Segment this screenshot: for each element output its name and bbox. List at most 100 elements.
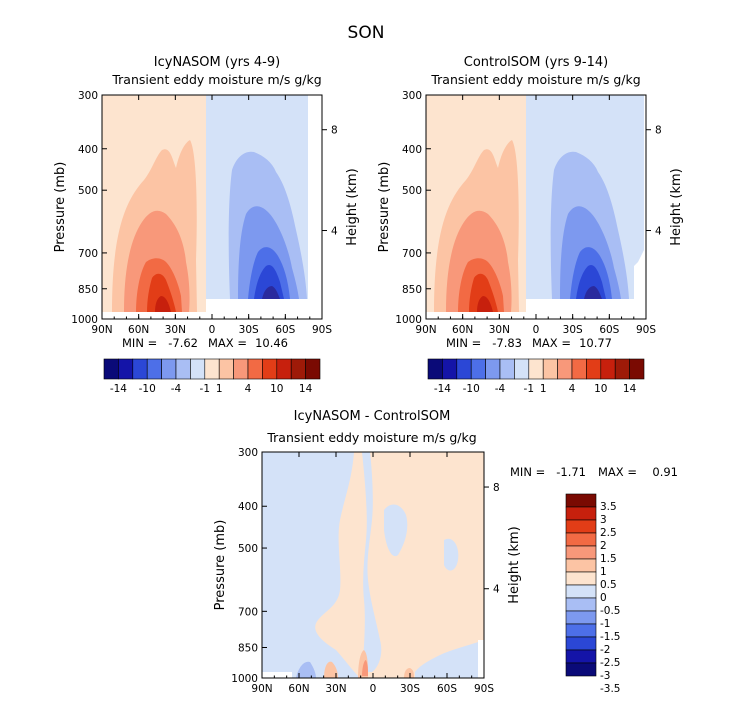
colorbar-label: -1: [524, 383, 534, 395]
x-tick-label: 30N: [165, 324, 186, 336]
colorbar-label: -4: [495, 383, 506, 395]
colorbar-swatch: [565, 493, 597, 508]
panel-icynasom: IcyNASOM (yrs 4-9) Transient eddy moistu…: [101, 55, 323, 320]
y2-axis-label: Height (km): [507, 526, 522, 603]
colorbar-label: -10: [139, 383, 156, 395]
below-ground: [262, 672, 292, 678]
colorbar-label: -10: [463, 383, 480, 395]
colorbar-label: 3.5: [600, 501, 617, 513]
x-tick-label: 90S: [474, 683, 494, 695]
colorbar-label: -3: [600, 670, 610, 682]
panel-subtitle: Transient eddy moisture m/s g/kg: [111, 72, 321, 87]
colorbar-label: -1: [600, 618, 610, 630]
y-tick-label: 400: [402, 144, 422, 156]
min-label: MIN =: [446, 336, 481, 350]
y-tick-label: 300: [402, 90, 422, 102]
colorbar-swatch: [161, 358, 177, 380]
x-tick-label: 30S: [563, 324, 583, 336]
colorbar-swatch: [565, 623, 597, 638]
contour-neg-0d: [444, 538, 459, 571]
below-ground: [526, 299, 634, 319]
x-tick-label: 30S: [239, 324, 259, 336]
below-ground: [102, 312, 206, 319]
x-tick-label: 90S: [312, 324, 332, 336]
y2-tick-label: 8: [331, 125, 338, 137]
colorbar-label: 2.5: [600, 527, 617, 539]
x-tick-label: 60N: [288, 683, 309, 695]
x-tick-label: 30N: [489, 324, 510, 336]
colorbar-label: 14: [299, 383, 313, 395]
colorbar-label: 0.5: [600, 579, 617, 591]
contour-field: [262, 452, 484, 678]
colorbar-swatch: [442, 358, 458, 380]
y2-axis-label: Height (km): [345, 168, 360, 245]
colorbar-label: 2: [600, 540, 607, 552]
y-tick-label: 500: [238, 543, 258, 555]
y2-axis-label: Height (km): [669, 168, 684, 245]
colorbar-swatch: [565, 597, 597, 612]
panel-subtitle: Transient eddy moisture m/s g/kg: [430, 72, 640, 87]
panel-difference: IcyNASOM - ControlSOM Transient eddy moi…: [261, 409, 678, 679]
colorbar-swatch: [456, 358, 472, 380]
colorbar-label: 14: [623, 383, 637, 395]
panel-title: IcyNASOM - ControlSOM: [294, 409, 451, 424]
x-tick-label: 90N: [251, 683, 272, 695]
panel-title: IcyNASOM (yrs 4-9): [154, 55, 280, 70]
colorbar-label: -4: [171, 383, 182, 395]
x-tick-label: 90S: [636, 324, 656, 336]
colorbar-label: -1: [200, 383, 210, 395]
y-tick-label: 1000: [231, 673, 258, 685]
y-tick-label: 700: [238, 606, 258, 618]
colorbar-label: -2.5: [600, 657, 621, 669]
y2-tick-label: 4: [493, 584, 500, 596]
y-tick-label: 400: [238, 501, 258, 513]
min-value: -7.83: [492, 336, 522, 350]
max-label: MAX =: [208, 336, 247, 350]
colorbar-label: 1: [600, 566, 607, 578]
colorbar-swatch: [262, 358, 278, 380]
y-tick-label: 400: [78, 144, 98, 156]
colorbar-swatch: [233, 358, 249, 380]
colorbar-label: -0.5: [600, 605, 621, 617]
x-tick-label: 0: [370, 683, 377, 695]
panel-controlsom: ControlSOM (yrs 9-14) Transient eddy moi…: [425, 55, 647, 320]
colorbar-swatch: [175, 358, 191, 380]
x-tick-label: 0: [533, 324, 540, 336]
max-value: 0.91: [652, 465, 678, 479]
contour-field: [426, 95, 646, 319]
colorbar-label: 4: [245, 383, 252, 395]
colorbar-swatch: [565, 610, 597, 625]
colorbar-swatch: [600, 358, 616, 380]
y-axis-label: Pressure (mb): [377, 162, 392, 253]
colorbar-label: -2: [600, 644, 610, 656]
panel-subtitle: Transient eddy moisture m/s g/kg: [266, 430, 476, 445]
colorbar-label: 1: [216, 383, 223, 395]
contour-neg-5: [262, 286, 280, 299]
colorbar-swatch: [132, 358, 148, 380]
contour-pos-4: [469, 273, 498, 312]
colorbar-swatch: [118, 358, 134, 380]
contour-neg-4: [254, 264, 284, 299]
colorbar-swatch: [470, 358, 486, 380]
colorbar-swatch: [514, 358, 530, 380]
x-tick-label: 90N: [415, 324, 436, 336]
colorbar-label: -3.5: [600, 683, 621, 695]
colorbar-label: 10: [594, 383, 607, 395]
y-tick-label: 850: [238, 642, 258, 654]
colorbar-swatch: [542, 358, 558, 380]
contour-pos-5: [155, 296, 171, 312]
colorbar-swatch: [528, 358, 544, 380]
y-tick-label: 300: [238, 447, 258, 459]
colorbar-swatch: [427, 358, 443, 380]
y-tick-label: 700: [402, 248, 422, 260]
colorbar-swatch: [565, 506, 597, 521]
figure-title: SON: [348, 23, 385, 43]
y-tick-label: 1000: [395, 314, 422, 326]
contour-pos-4: [147, 273, 176, 312]
y-tick-label: 850: [402, 284, 422, 296]
panel-title: ControlSOM (yrs 9-14): [464, 55, 608, 70]
colorbar-swatch: [571, 358, 587, 380]
below-ground: [206, 299, 308, 319]
colorbar-swatch: [247, 358, 263, 380]
